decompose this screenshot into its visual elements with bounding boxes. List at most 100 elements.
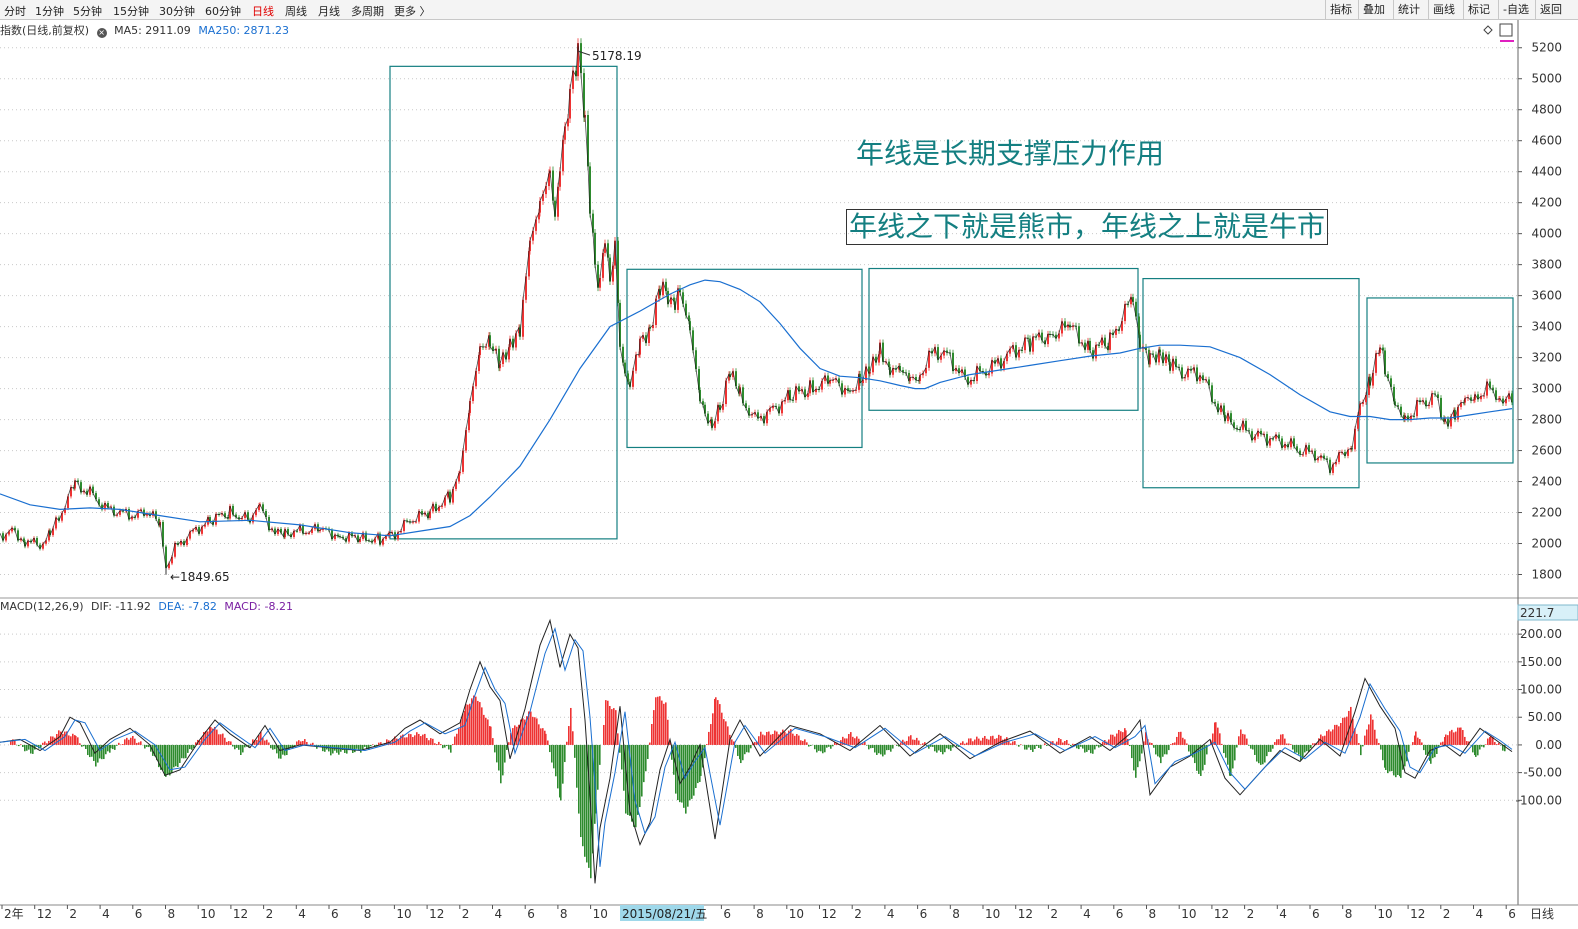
candle-body: [804, 389, 806, 398]
macd-bar: [1234, 744, 1236, 761]
remove-watchlist-button[interactable]: -自选: [1498, 0, 1533, 20]
macd-bar: [40, 744, 42, 748]
candle-body: [899, 366, 901, 371]
candle-body: [1172, 358, 1174, 371]
tab-30min[interactable]: 30分钟: [159, 5, 195, 18]
x-tick-label: 12: [233, 907, 248, 921]
candle-body: [809, 380, 811, 394]
candle-body: [1124, 304, 1126, 322]
candle-body: [952, 352, 954, 372]
candle-body: [1257, 430, 1259, 437]
candle-body: [1227, 413, 1229, 422]
macd-bar: [810, 744, 812, 746]
macd-bar: [479, 702, 481, 745]
x-tick-label: 8: [168, 907, 176, 921]
candle-body: [642, 335, 644, 339]
dif-value: DIF: -11.92: [91, 600, 151, 613]
candle-body: [284, 529, 286, 538]
candle-body: [11, 527, 13, 532]
candle-body: [679, 288, 681, 293]
macd-bar: [62, 733, 64, 745]
tab-weekly[interactable]: 周线: [285, 5, 307, 18]
candle-body: [1101, 337, 1103, 345]
macd-bar: [1068, 743, 1070, 745]
back-button[interactable]: 返回: [1535, 0, 1566, 20]
macd-bar: [469, 703, 471, 745]
macd-bar: [683, 744, 685, 808]
candle-body: [812, 380, 814, 393]
stats-button[interactable]: 统计: [1393, 0, 1424, 20]
macd-bar: [1044, 743, 1046, 745]
candle-body: [351, 532, 353, 537]
macd-bar: [148, 744, 150, 748]
candle-body: [707, 413, 709, 424]
macd-bar: [404, 737, 406, 745]
macd-bar: [1232, 744, 1234, 769]
candle-body: [5, 534, 7, 541]
macd-bar: [948, 744, 950, 750]
candle-body: [583, 73, 585, 118]
macd-bar: [735, 744, 737, 748]
candle-body: [994, 360, 996, 364]
macd-bar: [518, 724, 520, 745]
draw-line-button[interactable]: 画线: [1428, 0, 1459, 20]
tab-daily[interactable]: 日线: [252, 5, 274, 18]
macd-bar: [436, 744, 438, 745]
dea-line: [0, 626, 1513, 867]
mark-button[interactable]: 标记: [1463, 0, 1494, 20]
macd-bar: [1477, 744, 1479, 756]
candle-body: [1463, 402, 1465, 404]
macd-bar: [1364, 735, 1366, 745]
tab-intraday[interactable]: 分时: [4, 5, 26, 18]
macd-bar: [856, 736, 858, 745]
tab-multi-period[interactable]: 多周期: [351, 5, 384, 18]
candle-body: [400, 530, 402, 533]
candle-body: [594, 232, 596, 265]
tab-monthly[interactable]: 月线: [318, 5, 340, 18]
candle-body: [748, 407, 750, 416]
macd-bar: [992, 735, 994, 745]
candle-body: [377, 533, 379, 539]
macd-bar: [714, 698, 716, 745]
candle-body: [1293, 438, 1295, 447]
candle-body: [165, 546, 167, 569]
candle-body: [1508, 393, 1510, 399]
macd-bar: [52, 736, 54, 745]
tab-more[interactable]: 更多 〉: [394, 5, 431, 18]
price-tick-label: 3400: [1531, 320, 1562, 334]
overlay-button[interactable]: 叠加: [1358, 0, 1389, 20]
x-tick-label: 2: [69, 907, 77, 921]
macd-bar: [994, 738, 996, 745]
macd-bar: [1419, 739, 1421, 745]
macd-bar: [22, 744, 24, 747]
tab-15min[interactable]: 15分钟: [113, 5, 149, 18]
candles: [2, 38, 1513, 570]
macd-bar: [671, 744, 673, 760]
candle-body: [458, 473, 460, 482]
macd-bar: [412, 736, 414, 745]
macd-bar: [1052, 741, 1054, 745]
macd-bar: [1143, 741, 1145, 745]
settings-dot-icon[interactable]: ×: [96, 28, 107, 38]
macd-bar: [1090, 744, 1092, 754]
macd-bar: [189, 744, 191, 750]
x-tick-label: 8: [952, 907, 960, 921]
indicator-button[interactable]: 指标: [1325, 0, 1356, 20]
macd-bar: [492, 738, 494, 745]
macd-bar: [742, 744, 744, 761]
macd-bar: [1384, 744, 1386, 768]
macd-bar: [928, 744, 930, 749]
tab-1min[interactable]: 1分钟: [35, 5, 64, 18]
macd-bar: [1360, 744, 1362, 756]
price-tick-label: 4000: [1531, 227, 1562, 241]
tab-5min[interactable]: 5分钟: [73, 5, 102, 18]
candle-body: [760, 416, 762, 419]
tab-60min[interactable]: 60分钟: [205, 5, 241, 18]
macd-bar: [1492, 736, 1494, 745]
candle-body: [1425, 400, 1427, 407]
candle-body: [855, 389, 857, 391]
macd-bar: [260, 731, 262, 745]
macd-bar: [294, 744, 296, 747]
candle-body: [1112, 332, 1114, 335]
